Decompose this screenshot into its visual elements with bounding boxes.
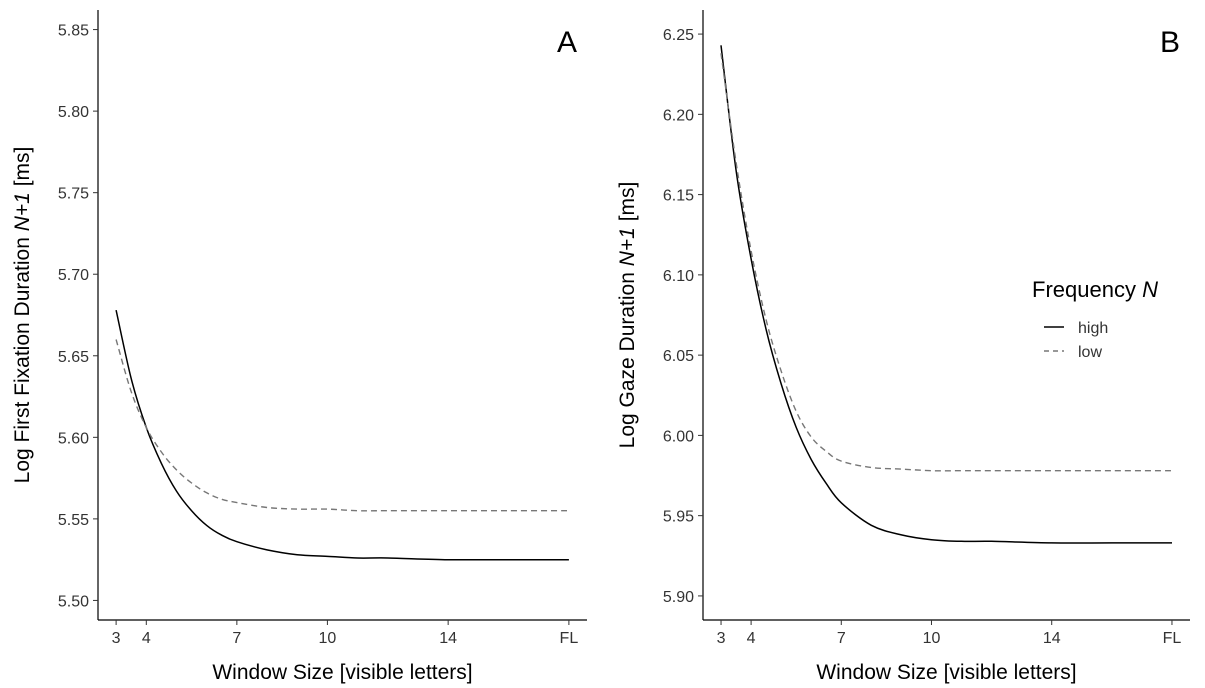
- x-tick-label: 14: [1043, 630, 1061, 647]
- x-axis-title: Window Size [visible letters]: [816, 661, 1076, 684]
- series-line-high: [115, 309, 569, 561]
- panel-label: A: [557, 26, 577, 59]
- x-axis-title: Window Size [visible letters]: [212, 661, 472, 684]
- y-tick-label: 6.05: [663, 348, 694, 365]
- y-tick-label: 5.55: [58, 512, 89, 529]
- x-tick-label: 7: [837, 630, 846, 647]
- x-tick-label: FL: [560, 630, 579, 647]
- y-axis-title: Log Gaze Duration N+1 [ms]: [616, 182, 639, 449]
- legend-label-high: high: [1078, 320, 1108, 337]
- x-tick-label: 4: [747, 630, 756, 647]
- y-tick-label: 5.90: [663, 589, 694, 606]
- y-tick-label: 6.10: [663, 268, 694, 285]
- panel-a: 5.50 5.55 5.60 5.65 5.70 5.75 5.80 5.85 3 4 7 10 14 F…: [11, 10, 587, 684]
- y-tick-label: 5.60: [58, 430, 89, 447]
- x-tick-label: FL: [1163, 630, 1182, 647]
- y-tick-label: 5.80: [58, 104, 89, 121]
- x-tick-label: 3: [112, 630, 121, 647]
- y-axis-title-part: [ms]: [616, 182, 639, 228]
- y-axis-title-part: Log First Fixation Duration: [11, 231, 34, 483]
- series-line-high: [720, 45, 1172, 544]
- y-axis-title: Log First Fixation Duration N+1 [ms]: [11, 147, 34, 484]
- panel-b: 5.90 5.95 6.00 6.05 6.10 6.15 6.20 6.25 3 4 7 10 14 F…: [616, 10, 1190, 684]
- legend-title-part: Frequency: [1032, 277, 1142, 302]
- panel-label: B: [1160, 26, 1180, 59]
- y-axis-title-italic: N+1: [11, 192, 34, 231]
- y-tick-label: 5.85: [58, 23, 89, 40]
- x-tick-label: 10: [319, 630, 337, 647]
- legend-label-low: low: [1078, 344, 1102, 361]
- y-axis-title-part: Log Gaze Duration: [616, 266, 639, 448]
- x-tick-label: 3: [717, 630, 726, 647]
- y-tick-label: 5.95: [663, 509, 694, 526]
- y-tick-label: 5.65: [58, 349, 89, 366]
- y-axis-title-part: [ms]: [11, 147, 34, 193]
- x-tick-label: 14: [439, 630, 457, 647]
- y-tick-label: 5.70: [58, 267, 89, 284]
- y-tick-label: 6.15: [663, 188, 694, 205]
- legend-title-italic: N: [1142, 277, 1158, 302]
- x-tick-label: 4: [142, 630, 151, 647]
- x-tick-label: 10: [923, 630, 941, 647]
- y-tick-label: 5.50: [58, 593, 89, 610]
- y-tick-label: 5.75: [58, 186, 89, 203]
- series-line-low: [115, 339, 569, 512]
- legend-title: Frequency N: [1032, 277, 1158, 302]
- y-tick-label: 6.20: [663, 107, 694, 124]
- y-tick-label: 6.25: [663, 27, 694, 44]
- x-tick-label: 7: [232, 630, 241, 647]
- y-tick-label: 6.00: [663, 428, 694, 445]
- y-axis-title-italic: N+1: [616, 227, 639, 266]
- series-line-low: [720, 53, 1173, 472]
